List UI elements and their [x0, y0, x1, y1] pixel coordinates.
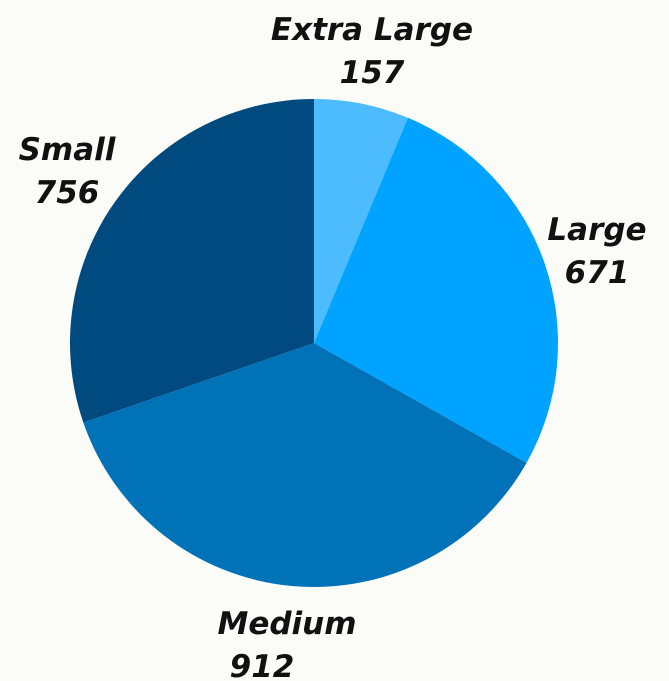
- slice-value-small: 756: [35, 175, 100, 211]
- pie-slices: [70, 99, 559, 587]
- slice-label-extra-large: Extra Large: [271, 12, 473, 48]
- pie-slice-small: [70, 99, 314, 423]
- slice-label-large: Large: [547, 212, 646, 248]
- slice-label-medium: Medium: [217, 606, 356, 642]
- slice-value-extra-large: 157: [340, 55, 405, 91]
- slice-value-large: 671: [565, 255, 630, 291]
- slice-value-medium: 912: [230, 649, 295, 681]
- pie-slice-medium: [83, 343, 527, 587]
- pie-labels: Extra Large 157 Large 671 Medium 912 Sma…: [19, 12, 647, 681]
- pie-slice-large: [314, 117, 559, 463]
- pie-slice-extra-large: [314, 99, 408, 343]
- slice-label-small: Small: [19, 132, 116, 168]
